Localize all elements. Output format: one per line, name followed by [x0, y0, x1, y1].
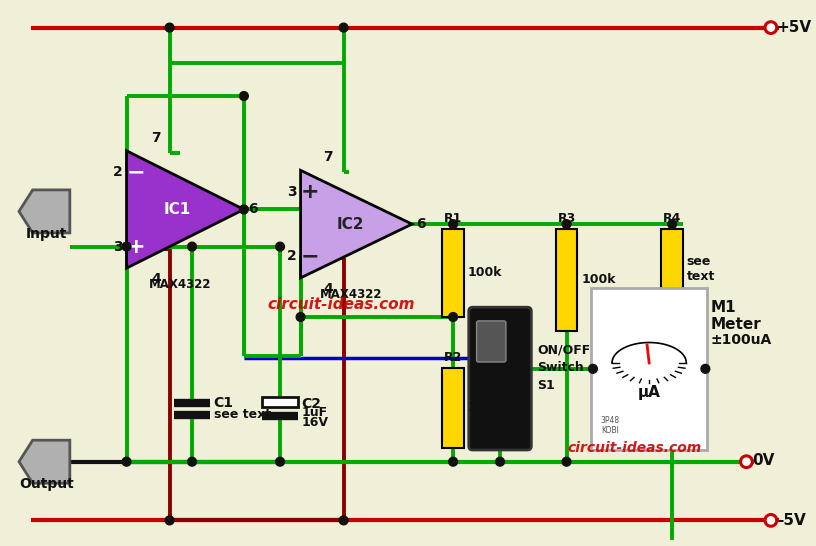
Text: 4: 4: [323, 282, 333, 296]
Text: 3: 3: [113, 240, 122, 253]
Circle shape: [122, 242, 131, 251]
Circle shape: [562, 219, 571, 229]
Text: M1: M1: [710, 300, 736, 314]
Text: see
text: see text: [687, 255, 715, 283]
Text: 7: 7: [323, 151, 333, 164]
Text: circuit-ideas.com: circuit-ideas.com: [268, 297, 415, 312]
Circle shape: [276, 242, 285, 251]
Circle shape: [449, 313, 458, 322]
Circle shape: [449, 458, 458, 466]
Text: S1: S1: [537, 379, 555, 392]
Text: R4: R4: [663, 212, 681, 225]
Text: +: +: [301, 182, 320, 202]
Circle shape: [122, 458, 131, 466]
Circle shape: [765, 22, 777, 33]
Text: KOBI: KOBI: [601, 426, 619, 435]
Text: μA: μA: [638, 385, 661, 400]
Circle shape: [495, 458, 504, 466]
Text: 10k: 10k: [468, 401, 494, 414]
Circle shape: [449, 219, 458, 229]
Text: see text: see text: [214, 408, 271, 422]
Polygon shape: [19, 190, 70, 233]
Text: +: +: [127, 236, 145, 257]
Text: 0V: 0V: [752, 453, 774, 468]
Text: C1: C1: [214, 396, 233, 410]
Circle shape: [165, 516, 174, 525]
Circle shape: [188, 242, 197, 251]
Circle shape: [188, 458, 197, 466]
Circle shape: [765, 514, 777, 526]
Text: circuit-ideas.com: circuit-ideas.com: [568, 441, 702, 455]
Text: R3: R3: [557, 212, 575, 225]
Text: MAX4322: MAX4322: [149, 278, 211, 291]
Text: C2: C2: [302, 397, 322, 411]
Text: 6: 6: [248, 203, 257, 216]
Circle shape: [339, 23, 348, 32]
FancyBboxPatch shape: [468, 307, 531, 450]
Polygon shape: [126, 151, 244, 268]
FancyBboxPatch shape: [263, 397, 298, 407]
Text: −: −: [127, 162, 145, 182]
FancyBboxPatch shape: [591, 288, 707, 450]
Circle shape: [701, 364, 710, 373]
Text: +5V: +5V: [777, 20, 812, 35]
Circle shape: [741, 456, 752, 467]
Circle shape: [667, 219, 676, 229]
Text: Input: Input: [25, 227, 67, 241]
Text: Output: Output: [19, 477, 73, 491]
Circle shape: [276, 458, 285, 466]
Polygon shape: [19, 440, 70, 483]
Text: MAX4322: MAX4322: [320, 288, 383, 301]
Circle shape: [588, 364, 597, 373]
Circle shape: [562, 458, 571, 466]
Text: 1uF: 1uF: [302, 406, 328, 419]
Text: 3P48: 3P48: [601, 416, 620, 425]
Text: ±100uA: ±100uA: [710, 334, 771, 347]
Text: R2: R2: [444, 351, 463, 364]
FancyBboxPatch shape: [442, 229, 463, 317]
Text: 4: 4: [151, 272, 161, 286]
Circle shape: [296, 313, 305, 322]
Text: 6: 6: [416, 217, 426, 231]
Text: IC2: IC2: [337, 217, 364, 232]
Text: -5V: -5V: [777, 513, 805, 528]
Text: Switch: Switch: [537, 361, 584, 375]
Text: 2: 2: [113, 165, 122, 179]
Polygon shape: [300, 170, 412, 278]
Circle shape: [239, 92, 248, 100]
Text: R1: R1: [444, 212, 463, 225]
Text: 16V: 16V: [302, 416, 329, 429]
Text: 3: 3: [287, 185, 297, 199]
Text: 7: 7: [151, 131, 161, 145]
Text: IC1: IC1: [164, 202, 191, 217]
Text: Meter: Meter: [710, 317, 761, 333]
FancyBboxPatch shape: [556, 229, 577, 331]
Text: 100k: 100k: [468, 266, 503, 280]
FancyBboxPatch shape: [442, 368, 463, 448]
Text: 2: 2: [287, 250, 297, 263]
Circle shape: [165, 23, 174, 32]
Circle shape: [339, 516, 348, 525]
Text: ON/OFF: ON/OFF: [537, 344, 591, 357]
Text: 100k: 100k: [581, 274, 616, 286]
FancyBboxPatch shape: [477, 321, 506, 362]
FancyBboxPatch shape: [662, 229, 683, 309]
Circle shape: [239, 205, 248, 214]
Text: −: −: [301, 246, 320, 266]
